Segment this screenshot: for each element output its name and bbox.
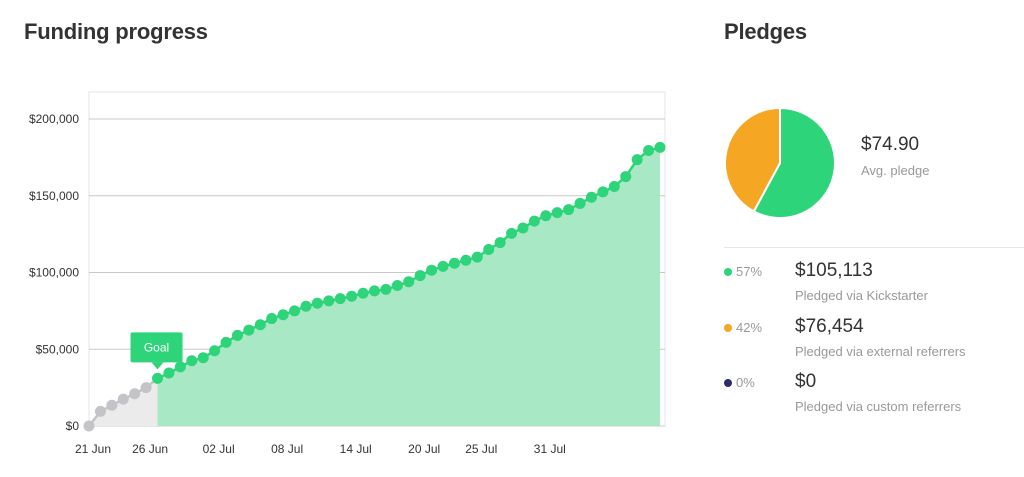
x-tick-label: 02 Jul [203, 442, 235, 456]
legend-label-external: Pledged via external referrers [795, 344, 966, 359]
data-point[interactable] [471, 251, 483, 263]
x-tick-label: 08 Jul [271, 442, 303, 456]
data-point[interactable] [289, 305, 301, 317]
goal-marker[interactable]: Goal [130, 332, 183, 370]
pie-slice[interactable] [724, 106, 781, 213]
data-point[interactable] [323, 295, 335, 307]
data-point[interactable] [563, 204, 575, 216]
data-point[interactable] [152, 372, 164, 384]
data-point[interactable] [243, 324, 255, 336]
data-point[interactable] [597, 186, 609, 198]
legend-label-kickstarter: Pledged via Kickstarter [795, 288, 928, 303]
data-point[interactable] [209, 345, 221, 357]
legend-item-custom: 0% $0 Pledged via custom referrers [724, 371, 1024, 421]
y-tick-label: $50,000 [36, 342, 80, 356]
data-point[interactable] [94, 405, 106, 417]
legend-dot-external [724, 324, 732, 332]
data-point[interactable] [380, 283, 392, 295]
y-tick-label: $200,000 [29, 112, 79, 126]
legend-item-kickstarter: 57% $105,113 Pledged via Kickstarter [724, 260, 1024, 310]
legend-amount-custom: $0 [795, 371, 817, 392]
data-point[interactable] [83, 420, 95, 432]
data-point[interactable] [186, 355, 198, 367]
goal-badge[interactable] [130, 332, 183, 363]
x-tick-label: 21 Jun [75, 442, 111, 456]
legend-label-custom: Pledged via custom referrers [795, 399, 962, 414]
legend-amount-kickstarter: $105,113 [795, 260, 873, 281]
data-point[interactable] [654, 141, 666, 153]
data-point[interactable] [391, 280, 403, 292]
funding-progress-chart: $0 $50,000 $100,000 $150,000 $200,000 21 Jun 2… [29, 91, 666, 456]
legend-dot-custom [724, 379, 732, 387]
data-point[interactable] [483, 243, 495, 255]
data-point[interactable] [494, 237, 506, 249]
legend-pct-custom: 0% [736, 375, 755, 390]
data-point[interactable] [517, 222, 529, 234]
data-point[interactable] [448, 257, 460, 269]
data-point[interactable] [346, 290, 358, 302]
data-point[interactable] [140, 382, 152, 394]
data-point[interactable] [551, 207, 563, 219]
data-point[interactable] [311, 297, 323, 309]
data-point[interactable] [574, 197, 586, 209]
data-point[interactable] [334, 293, 346, 305]
data-point[interactable] [129, 388, 141, 400]
pie-slice[interactable] [752, 106, 836, 219]
data-point[interactable] [277, 309, 289, 321]
avg-pledge-label: Avg. pledge [861, 163, 930, 178]
pledges-divider [724, 247, 1024, 248]
data-point[interactable] [528, 215, 540, 227]
data-point[interactable] [369, 285, 380, 297]
chart-points [83, 141, 666, 432]
pledges-title: Pledges [724, 19, 807, 44]
data-point[interactable] [231, 329, 243, 341]
y-tick-label: $150,000 [29, 189, 79, 203]
data-point[interactable] [357, 287, 369, 299]
x-tick-label: 20 Jul [408, 442, 440, 456]
data-point[interactable] [414, 270, 426, 282]
data-point[interactable] [460, 254, 472, 266]
legend-item-external: 42% $76,454 Pledged via external referre… [724, 316, 1024, 366]
legend-pct-external: 42% [736, 320, 763, 335]
data-point[interactable] [254, 319, 266, 331]
x-tick-label: 14 Jul [340, 442, 372, 456]
data-point[interactable] [426, 264, 438, 276]
chart-axes: $0 $50,000 $100,000 $150,000 $200,000 21 Jun 2… [29, 112, 566, 456]
legend-amount-external: $76,454 [795, 316, 864, 337]
data-point[interactable] [106, 399, 118, 411]
data-point[interactable] [220, 336, 232, 348]
data-point[interactable] [643, 144, 655, 156]
goal-badge-pointer [151, 362, 164, 370]
legend-dot-kickstarter [724, 268, 732, 276]
data-point[interactable] [197, 352, 209, 364]
avg-pledge-value: $74.90 [861, 134, 920, 155]
x-tick-label: 31 Jul [534, 442, 566, 456]
data-point[interactable] [540, 210, 552, 222]
data-point[interactable] [608, 181, 620, 193]
y-tick-label: $100,000 [29, 266, 79, 280]
pledges-pie-chart [724, 106, 836, 219]
x-tick-label: 26 Jun [132, 442, 168, 456]
data-point[interactable] [620, 171, 632, 183]
data-point[interactable] [300, 300, 312, 312]
data-point[interactable] [437, 260, 449, 272]
data-point[interactable] [506, 227, 518, 239]
goal-label: Goal [144, 340, 169, 354]
data-point[interactable] [163, 367, 175, 379]
data-point[interactable] [403, 276, 415, 288]
legend-pct-kickstarter: 57% [736, 264, 763, 279]
data-point[interactable] [117, 393, 129, 405]
data-point[interactable] [174, 361, 186, 373]
data-point[interactable] [631, 154, 643, 166]
data-point[interactable] [585, 191, 597, 203]
funding-progress-title: Funding progress [24, 19, 208, 44]
x-tick-label: 25 Jul [465, 442, 497, 456]
data-point[interactable] [266, 313, 278, 325]
y-tick-label: $0 [66, 419, 80, 433]
